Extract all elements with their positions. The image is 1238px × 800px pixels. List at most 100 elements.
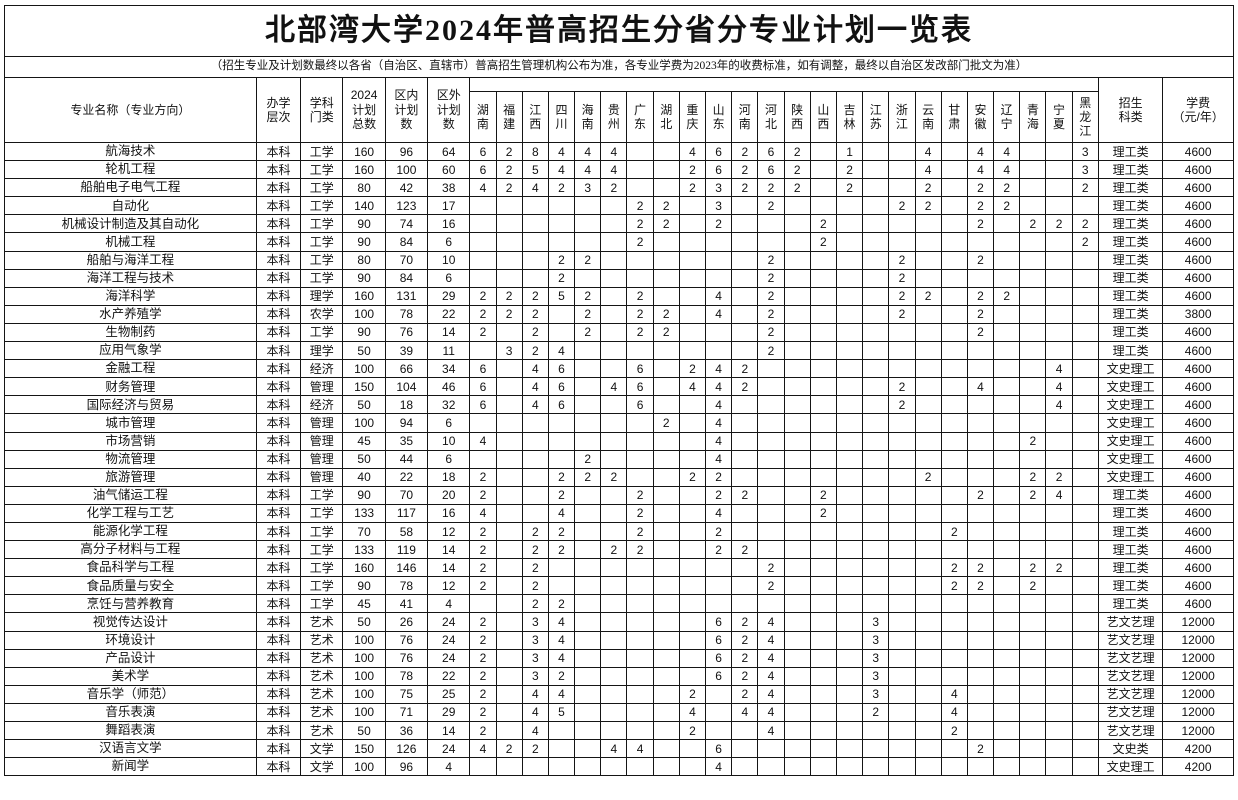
cell-fee: 4600 — [1162, 395, 1234, 415]
cell-province — [574, 232, 602, 252]
cell-province: 2 — [993, 286, 1021, 306]
cell-major: 机械工程 — [4, 232, 257, 252]
cell-inside: 131 — [384, 286, 429, 306]
cell-province — [862, 594, 890, 614]
cell-province — [600, 630, 628, 650]
cell-province — [835, 684, 864, 704]
cell-total: 100 — [342, 684, 386, 704]
cell-province: 4 — [705, 413, 733, 433]
cell-province: 4 — [574, 160, 602, 180]
cell-province — [783, 304, 811, 324]
cell-province — [888, 359, 916, 379]
cell-province — [652, 702, 680, 723]
cell-outside: 16 — [427, 503, 471, 523]
cell-province: 4 — [705, 359, 733, 379]
cell-province: 6 — [626, 377, 654, 397]
cell-province — [809, 449, 837, 469]
cell-province: 2 — [757, 250, 785, 270]
cell-province: 2 — [678, 467, 707, 487]
cell-fee: 12000 — [1162, 612, 1234, 632]
cell-total: 80 — [342, 178, 386, 198]
cell-province — [993, 720, 1021, 741]
cell-province: 4 — [757, 666, 785, 686]
cell-province — [574, 359, 602, 379]
cell-province — [547, 720, 576, 741]
table-row: 机械设计制造及其自动化 本科 工学 90 74 16 2 2 2 2 2 2 2 2 理工类 4600 — [4, 214, 1234, 234]
cell-fee: 12000 — [1162, 684, 1234, 704]
cell-province — [626, 666, 654, 686]
cell-province — [1071, 196, 1099, 216]
cell-province — [705, 576, 733, 596]
cell-discipline: 工学 — [300, 576, 344, 596]
cell-province: 2 — [1071, 214, 1099, 234]
cell-province — [966, 449, 995, 469]
cell-province — [809, 431, 837, 451]
cell-province — [809, 467, 837, 487]
cell-province: 4 — [1045, 359, 1073, 379]
cell-province — [678, 322, 707, 343]
cell-province: 2 — [469, 576, 497, 596]
cell-province — [940, 757, 968, 777]
cell-province: 2 — [626, 214, 654, 234]
cell-province — [1045, 739, 1073, 759]
cell-province — [574, 413, 602, 433]
cell-province — [783, 540, 811, 560]
cell-province — [1071, 612, 1099, 632]
cell-province: 4 — [705, 431, 733, 451]
cell-level: 本科 — [255, 413, 302, 433]
cell-province: 2 — [757, 341, 785, 361]
cell-province — [993, 413, 1021, 433]
cell-inside: 94 — [384, 413, 429, 433]
cell-discipline: 工学 — [300, 594, 344, 614]
cell-province — [678, 540, 707, 560]
col-header-province: 辽宁 — [993, 91, 1021, 143]
page-title: 北部湾大学2024年普高招生分省分专业计划一览表 — [4, 5, 1234, 57]
cell-province — [521, 485, 549, 505]
cell-province: 5 — [521, 160, 549, 180]
cell-outside: 24 — [427, 612, 471, 632]
cell-province: 2 — [731, 666, 759, 686]
cell-province: 3 — [1071, 141, 1099, 162]
cell-province — [731, 232, 759, 252]
cell-province: 4 — [705, 286, 733, 306]
cell-province: 4 — [757, 684, 785, 704]
cell-major: 财务管理 — [4, 377, 257, 397]
cell-province — [1071, 431, 1099, 451]
table-row: 城市管理 本科 管理 100 94 6 2 4 文史理工 4600 — [4, 413, 1234, 433]
cell-province: 2 — [626, 503, 654, 523]
cell-province — [966, 720, 995, 741]
cell-category: 文史理工 — [1097, 467, 1164, 487]
cell-province — [914, 612, 942, 632]
cell-province — [1071, 630, 1099, 650]
cell-level: 本科 — [255, 558, 302, 578]
cell-province — [678, 757, 707, 777]
cell-province — [1071, 304, 1099, 324]
cell-province — [600, 521, 628, 542]
cell-province — [1019, 449, 1047, 469]
cell-major: 城市管理 — [4, 413, 257, 433]
cell-province — [652, 612, 680, 632]
cell-discipline: 理学 — [300, 286, 344, 306]
cell-province: 2 — [966, 576, 995, 596]
cell-province: 2 — [521, 322, 549, 343]
cell-province: 2 — [469, 558, 497, 578]
cell-province: 4 — [678, 141, 707, 162]
cell-province: 2 — [495, 141, 523, 162]
cell-province: 2 — [626, 232, 654, 252]
cell-province — [888, 449, 916, 469]
cell-province — [835, 322, 864, 343]
table-row: 海洋工程与技术 本科 工学 90 84 6 2 2 2 理工类 4600 — [4, 268, 1234, 288]
cell-province: 4 — [600, 739, 628, 759]
cell-province — [1019, 413, 1047, 433]
cell-province: 2 — [678, 359, 707, 379]
cell-discipline: 经济 — [300, 395, 344, 415]
cell-province — [678, 576, 707, 596]
cell-province — [809, 630, 837, 650]
cell-level: 本科 — [255, 467, 302, 487]
cell-province — [600, 594, 628, 614]
cell-outside: 18 — [427, 467, 471, 487]
cell-province — [940, 413, 968, 433]
cell-province — [574, 395, 602, 415]
col-header-province: 湖南 — [469, 91, 497, 143]
cell-level: 本科 — [255, 341, 302, 361]
